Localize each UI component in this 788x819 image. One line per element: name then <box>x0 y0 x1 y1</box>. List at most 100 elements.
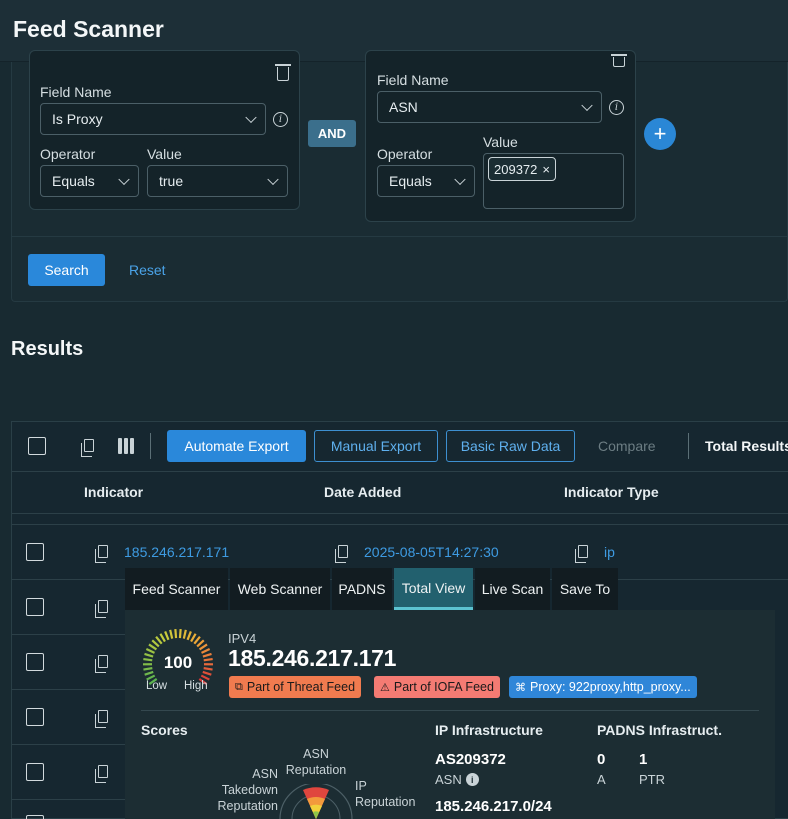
row-checkbox[interactable] <box>26 543 44 561</box>
chevron-down-icon <box>118 173 130 186</box>
row-checkbox[interactable] <box>26 763 44 781</box>
gauge-tick <box>144 652 154 658</box>
tab-web-scanner[interactable]: Web Scanner <box>230 568 330 610</box>
gauge-tick <box>178 629 182 639</box>
row-checkbox[interactable] <box>26 598 44 616</box>
ip-address: 185.246.217.171 <box>228 645 397 671</box>
gauge-high-label: High <box>184 680 208 692</box>
column-indicator[interactable]: Indicator <box>84 484 144 500</box>
gauge-tick <box>169 629 174 639</box>
add-filter-button[interactable]: + <box>644 118 676 150</box>
cidr-value[interactable]: 185.246.217.0/24 <box>435 798 552 815</box>
gauge-tick <box>201 648 211 654</box>
ip-reputation-label: IP Reputation <box>355 779 416 809</box>
tab-live-scan[interactable]: Live Scan <box>475 568 550 610</box>
column-indicator-type[interactable]: Indicator Type <box>564 484 659 500</box>
field-name-select[interactable]: ASN <box>377 91 602 123</box>
padns-a-count[interactable]: 0 <box>597 751 606 768</box>
value-select[interactable]: true <box>147 165 288 197</box>
gauge-tick <box>146 674 156 681</box>
copy-icon[interactable] <box>95 655 108 673</box>
table-divider <box>12 471 788 472</box>
column-date-added[interactable]: Date Added <box>324 484 402 500</box>
chevron-down-icon <box>581 99 593 112</box>
basic-raw-data-button[interactable]: Basic Raw Data <box>446 430 575 462</box>
delete-filter-icon[interactable] <box>611 54 627 67</box>
gauge-tick <box>182 629 187 639</box>
gauge-tick <box>186 631 192 641</box>
copy-icon[interactable] <box>81 439 94 457</box>
columns-icon[interactable] <box>118 438 134 454</box>
asn-value[interactable]: AS209372 <box>435 751 506 768</box>
copy-icon[interactable] <box>575 545 588 563</box>
row-checkbox[interactable] <box>26 653 44 671</box>
filter-actions-divider <box>12 236 788 237</box>
reset-link[interactable]: Reset <box>129 262 166 278</box>
tab-total-view[interactable]: Total View <box>394 568 473 610</box>
gauge-tick <box>202 670 212 676</box>
search-button[interactable]: Search <box>28 254 105 286</box>
padns-ptr-count[interactable]: 1 <box>639 751 648 768</box>
copy-icon[interactable] <box>335 545 348 563</box>
indicator-type-link[interactable]: ip <box>604 544 615 560</box>
operator-select[interactable]: Equals <box>40 165 139 197</box>
table-divider <box>12 799 126 800</box>
gauge-tick <box>203 657 213 662</box>
app-title: Feed Scanner <box>13 16 164 42</box>
gauge-tick <box>190 633 197 643</box>
gauge-tick <box>143 657 153 662</box>
ip-type: IPV4 <box>228 631 257 646</box>
copy-icon[interactable] <box>95 600 108 618</box>
copy-icon[interactable] <box>95 545 108 563</box>
iofa-feed-badge[interactable]: ⚠ Part of IOFA Feed <box>374 676 500 698</box>
field-name-value: ASN <box>389 99 418 115</box>
value-value: true <box>159 173 184 189</box>
info-icon[interactable]: i <box>465 773 479 786</box>
field-name-value: Is Proxy <box>52 111 103 127</box>
total-view-popup <box>125 610 775 819</box>
field-name-select[interactable]: Is Proxy <box>40 103 266 135</box>
gauge-low-label: Low <box>146 680 168 692</box>
select-all-checkbox[interactable] <box>28 437 46 455</box>
gauge-tick <box>155 636 163 645</box>
total-results-label: Total Results: <box>705 438 788 454</box>
indicator-link[interactable]: 185.246.217.171 <box>124 544 230 560</box>
tab-save-to[interactable]: Save To <box>552 568 618 610</box>
toolbar-divider <box>688 433 689 459</box>
gauge-tick <box>200 674 210 681</box>
gauge-tick <box>198 643 208 651</box>
info-icon[interactable]: i <box>273 112 288 127</box>
proxy-badge[interactable]: ⌘ Proxy: 922proxy,http_proxy... <box>509 676 697 698</box>
row-checkbox[interactable] <box>26 708 44 726</box>
compare-button[interactable]: Compare <box>598 438 656 454</box>
value-multiselect[interactable]: 209372 × <box>483 153 624 209</box>
row-checkbox[interactable] <box>26 815 44 819</box>
gauge-tick <box>144 670 154 676</box>
automate-export-button[interactable]: Automate Export <box>167 430 306 462</box>
threat-feed-badge[interactable]: ⧉ Part of Threat Feed <box>229 676 362 698</box>
tab-padns[interactable]: PADNS <box>332 568 392 610</box>
asn-reputation-label: ASN Reputation <box>285 747 347 777</box>
table-divider <box>12 744 126 745</box>
results-title: Results <box>11 338 84 360</box>
gauge-score: 100 <box>163 653 193 672</box>
table-divider <box>12 689 126 690</box>
asn-takedown-label: ASN Takedown Reputation <box>217 767 278 813</box>
gauge-tick <box>159 633 166 643</box>
info-icon[interactable]: i <box>609 100 624 115</box>
gauge-tick <box>164 631 170 641</box>
gauge-tick <box>174 629 178 639</box>
popup-divider <box>141 710 759 711</box>
operator-value: Equals <box>389 173 432 189</box>
copy-icon[interactable] <box>95 765 108 783</box>
gauge-tick <box>193 636 201 645</box>
copy-icon[interactable] <box>95 710 108 728</box>
date-added-link[interactable]: 2025-08-05T14:27:30 <box>364 544 499 560</box>
operator-select[interactable]: Equals <box>377 165 475 197</box>
value-label: Value <box>483 134 518 150</box>
manual-export-button[interactable]: Manual Export <box>314 430 438 462</box>
and-connector-button[interactable]: AND <box>308 120 356 147</box>
close-icon[interactable]: × <box>542 161 550 177</box>
delete-filter-icon[interactable] <box>275 64 291 81</box>
tab-feed-scanner[interactable]: Feed Scanner <box>125 568 228 610</box>
